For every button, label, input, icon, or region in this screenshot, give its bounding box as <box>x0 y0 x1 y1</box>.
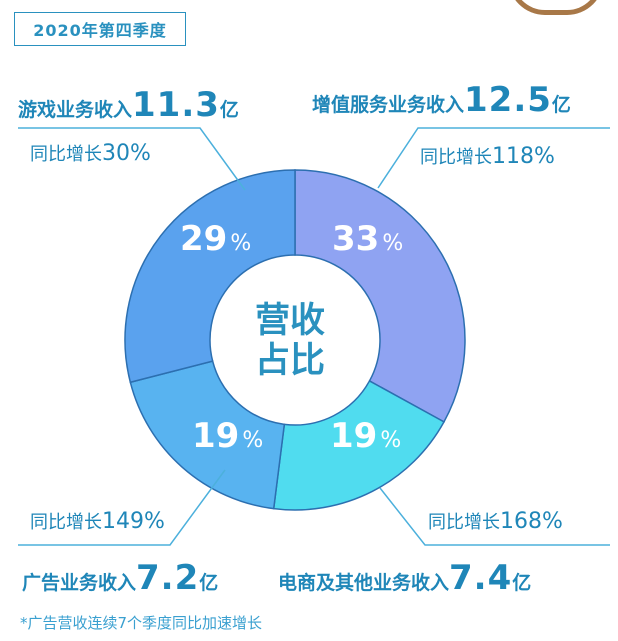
slice-ads <box>129 360 286 510</box>
donut-slices <box>124 169 466 511</box>
ads-revenue: 广告业务收入7.2亿 <box>22 558 219 598</box>
leader-lines <box>18 127 610 546</box>
vas-revenue: 增值服务业务收入12.5亿 <box>312 80 571 120</box>
center-title-line1: 营收 <box>255 301 325 341</box>
slice-label-ecom: 19% <box>330 416 401 456</box>
game-yoy: 同比增长30% <box>30 141 151 166</box>
leader-line-vas <box>377 127 610 189</box>
footnote: *广告营收连续7个季度同比加速增长 <box>20 614 263 632</box>
slice-label-game: 29% <box>180 219 251 259</box>
game-revenue: 游戏业务收入11.3亿 <box>18 85 239 125</box>
slice-game <box>124 169 296 384</box>
center-title-line2: 占比 <box>255 341 325 381</box>
quarter-badge: 2020年第四季度 <box>14 12 186 46</box>
slice-label-ads: 19% <box>192 416 263 456</box>
ecom-revenue: 电商及其他业务收入7.4亿 <box>278 558 532 598</box>
vas-yoy: 同比增长118% <box>420 144 555 169</box>
slice-ecom <box>272 379 445 511</box>
ads-yoy: 同比增长149% <box>30 509 165 534</box>
ecom-yoy: 同比增长168% <box>428 509 563 534</box>
leader-line-ecom <box>379 487 610 546</box>
slice-label-vas: 33% <box>332 219 403 259</box>
slice-labels: 33% 19% 19% 29% <box>180 219 403 456</box>
slice-vas <box>294 169 466 423</box>
leader-line-game <box>18 127 246 191</box>
leader-line-ads <box>18 469 226 546</box>
